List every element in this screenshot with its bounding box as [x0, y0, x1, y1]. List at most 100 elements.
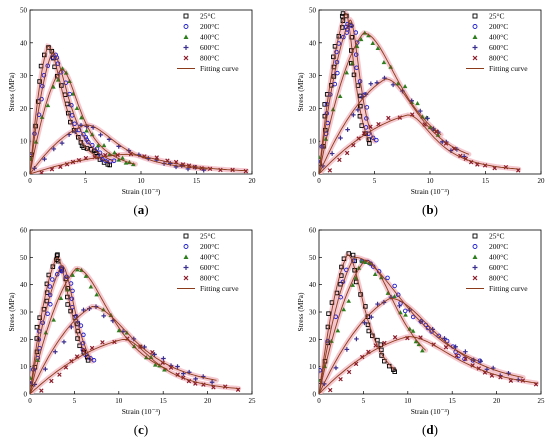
data-point — [148, 354, 154, 359]
legend-label: 400°C — [489, 253, 508, 262]
legend-marker — [183, 275, 189, 281]
legend-label: 200°C — [200, 22, 219, 31]
data-point — [91, 358, 97, 363]
data-point — [86, 139, 91, 145]
legend-label: 400°C — [489, 33, 508, 42]
data-point — [162, 367, 167, 372]
fitting-curve — [319, 336, 537, 394]
data-point — [381, 60, 387, 65]
data-point — [397, 303, 402, 309]
data-point — [326, 311, 331, 316]
legend-label: 600°C — [489, 263, 508, 272]
plot-area — [319, 251, 540, 394]
data-point — [425, 325, 431, 331]
data-point — [45, 311, 50, 316]
legend-marker — [472, 13, 478, 19]
data-point — [324, 92, 330, 97]
data-point — [88, 284, 94, 289]
data-point — [370, 135, 376, 141]
data-point — [52, 349, 58, 355]
data-point — [207, 166, 213, 172]
data-point — [392, 283, 397, 289]
data-point — [366, 33, 371, 38]
fitting-curve — [30, 306, 217, 394]
legend-label: 600°C — [489, 43, 508, 52]
y-tick-label: 60 — [20, 227, 28, 235]
data-point — [101, 313, 107, 319]
data-point — [51, 146, 57, 152]
data-point — [363, 259, 368, 264]
data-point — [363, 91, 369, 97]
data-point — [344, 70, 350, 75]
legend-label: 200°C — [200, 242, 219, 251]
legend-marker — [472, 34, 478, 39]
data-point — [42, 156, 47, 162]
legend-label: Fitting curve — [489, 284, 528, 293]
plot-area — [319, 10, 522, 174]
y-tick-label: 50 — [309, 254, 317, 262]
data-point — [508, 378, 514, 383]
x-axis-label: Strain (10⁻³) — [122, 187, 161, 196]
data-point — [84, 146, 90, 151]
legend-marker — [472, 275, 478, 281]
data-point — [442, 336, 447, 341]
y-tick-label: 50 — [20, 254, 28, 262]
y-tick-label: 40 — [309, 39, 317, 47]
data-point — [100, 340, 105, 345]
data-point — [209, 379, 215, 385]
data-point — [367, 141, 372, 146]
chart-panel-d: 0 5 10 15 20 25 0 10 20 30 40 50 60 Strain (10⁻³) Stre… — [296, 227, 545, 438]
data-point — [420, 348, 425, 353]
data-point — [168, 365, 174, 370]
data-point — [39, 96, 44, 102]
y-tick-label: 30 — [309, 309, 317, 317]
data-point — [340, 18, 346, 23]
data-point — [94, 292, 99, 297]
data-point — [69, 324, 74, 330]
data-point — [54, 272, 60, 277]
x-tick-label: 25 — [538, 397, 546, 405]
data-point — [46, 45, 51, 50]
legend-marker — [183, 55, 189, 61]
data-point — [338, 281, 343, 287]
data-point — [47, 284, 53, 289]
data-point — [335, 70, 340, 76]
chart-panel-a: 0 5 10 15 20 0 10 20 30 40 50 Strain (10⁻³) Stress (… — [7, 7, 256, 218]
data-point — [243, 168, 249, 174]
data-point — [335, 328, 341, 333]
data-point — [369, 314, 374, 320]
data-point — [354, 336, 359, 342]
data-point — [30, 380, 32, 385]
legend-marker — [472, 244, 478, 249]
legend-marker — [183, 254, 189, 259]
data-point — [392, 335, 398, 340]
data-point — [47, 292, 53, 298]
fitting-curve — [319, 19, 375, 174]
data-point — [415, 101, 420, 106]
legend-label: 25°C — [200, 232, 216, 241]
x-tick-label: 25 — [249, 397, 257, 405]
data-point — [89, 132, 95, 137]
data-point — [374, 137, 379, 143]
data-point — [349, 23, 354, 29]
y-tick-label: 20 — [20, 105, 28, 113]
data-point — [161, 356, 166, 361]
legend-marker — [472, 265, 478, 270]
data-point — [79, 115, 84, 120]
data-point — [325, 324, 331, 330]
plot-area — [30, 252, 242, 394]
data-point — [81, 332, 86, 338]
legend-label: 600°C — [200, 43, 219, 52]
data-point — [65, 294, 70, 300]
data-point — [358, 103, 363, 109]
x-tick-label: 5 — [84, 177, 88, 185]
series-markers — [319, 11, 372, 167]
panel-caption: (c) — [134, 422, 148, 437]
x-tick-label: 0 — [28, 177, 32, 185]
x-tick-label: 0 — [317, 397, 321, 405]
legend-label: 25°C — [489, 12, 505, 21]
data-point — [55, 252, 60, 257]
data-point — [358, 37, 364, 42]
x-axis-label: Strain (10⁻³) — [122, 407, 161, 416]
x-tick-label: 5 — [373, 177, 377, 185]
